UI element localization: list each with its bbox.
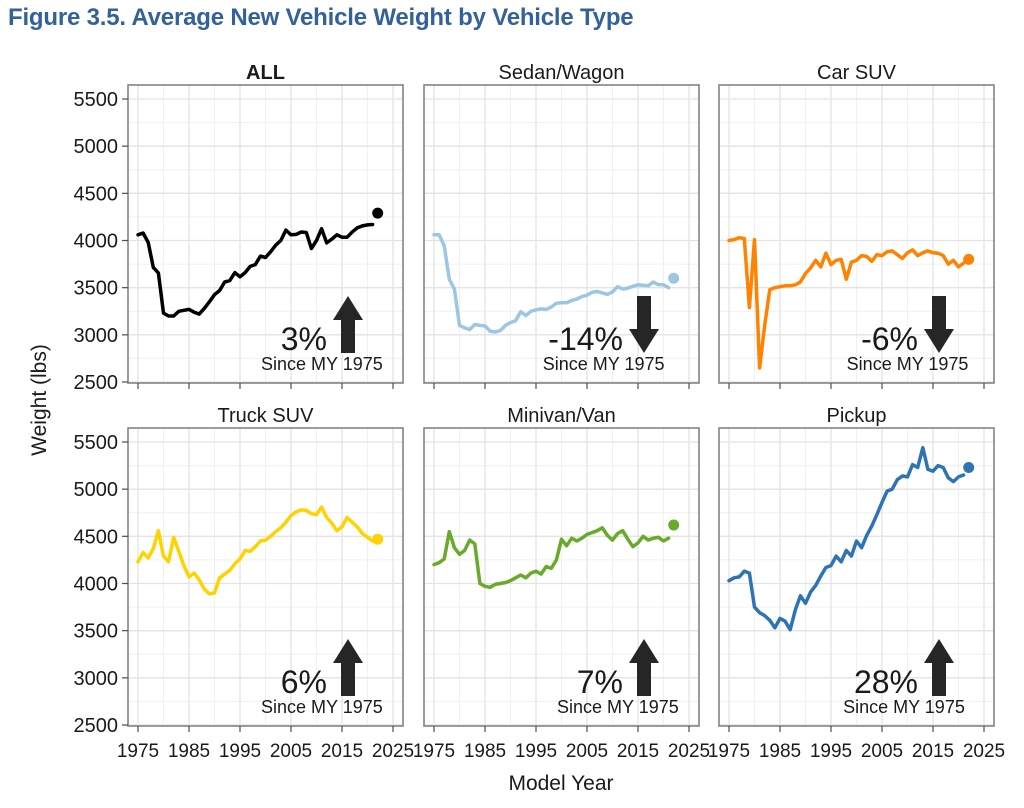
facet-panel: 5500 5000 4500 4000 3500 3000 2500 — [74, 84, 404, 394]
x-tick-label: 1975 — [413, 741, 455, 762]
x-tick-label: 1995 — [219, 741, 261, 762]
x-tick-label: 1995 — [810, 741, 852, 762]
facet-panel: 1975 1985 1995 2005 2015 2025 5500 5000 4500 4000… — [74, 427, 414, 762]
x-tick-label: 1985 — [168, 741, 210, 762]
arrow-up-icon — [333, 639, 363, 696]
x-tick-label: 1995 — [515, 741, 557, 762]
pct-change-label: 3% — [280, 321, 327, 357]
y-tick-label: 5500 — [74, 89, 119, 111]
x-tick-label: 1985 — [464, 741, 506, 762]
y-tick-label: 5000 — [74, 136, 119, 158]
final-year-dot — [668, 519, 680, 531]
facet-title: ALL — [246, 62, 285, 84]
x-tick-label: 2015 — [321, 741, 363, 762]
facet-panel — [718, 84, 995, 389]
panel-border — [718, 84, 995, 384]
x-tick-label: 2025 — [963, 741, 1005, 762]
facet-title: Pickup — [826, 405, 886, 427]
x-tick-label: 1985 — [759, 741, 801, 762]
y-tick-label: 2500 — [74, 715, 119, 737]
x-tick-label: 2025 — [372, 741, 414, 762]
y-tick-label: 4500 — [74, 183, 119, 205]
arrow-down-icon — [629, 296, 659, 353]
facet-title: Sedan/Wagon — [498, 62, 624, 84]
arrow-up-icon — [924, 639, 954, 696]
final-year-dot — [372, 533, 384, 545]
pct-change-label: -6% — [861, 321, 918, 357]
panel-border — [127, 427, 404, 727]
final-year-dot — [372, 207, 384, 219]
y-tick-label: 4500 — [74, 526, 119, 548]
since-my-label: Since MY 1975 — [261, 697, 383, 717]
y-tick-label: 2500 — [74, 372, 119, 394]
series-line — [136, 505, 375, 596]
facet-title: Car SUV — [817, 62, 897, 84]
series-line — [727, 235, 966, 370]
series-line — [432, 233, 671, 334]
y-tick-label: 5000 — [74, 479, 119, 501]
panel-border — [127, 84, 404, 384]
y-tick-label: 3000 — [74, 325, 119, 347]
since-my-label: Since MY 1975 — [542, 354, 665, 374]
facet-title: Minivan/Van — [507, 405, 616, 427]
x-tick-label: 1975 — [708, 741, 750, 762]
since-my-label: Since MY 1975 — [557, 697, 679, 717]
series-line — [432, 526, 671, 590]
x-tick-label: 2015 — [617, 741, 659, 762]
since-my-label: Since MY 1975 — [843, 697, 965, 717]
y-tick-label: 5500 — [74, 432, 119, 454]
y-tick-label: 4000 — [74, 231, 119, 253]
facet-panel: 1975 1985 1995 2005 2015 2025 — [708, 427, 1005, 762]
arrow-up-icon — [629, 639, 659, 696]
final-year-dot — [963, 253, 975, 265]
pct-change-label: 7% — [576, 664, 623, 700]
y-axis-title: Weight (lbs) — [28, 344, 51, 456]
final-year-dot — [963, 462, 975, 473]
x-axis-title: Model Year — [508, 772, 614, 795]
pct-change-label: 6% — [280, 664, 327, 700]
x-tick-label: 2005 — [566, 741, 608, 762]
figure-title: Figure 3.5. Average New Vehicle Weight b… — [8, 4, 634, 31]
pct-change-label: -14% — [548, 321, 623, 357]
y-tick-label: 3000 — [74, 668, 119, 690]
arrow-up-icon — [333, 296, 363, 353]
final-year-dot — [668, 272, 680, 284]
x-tick-label: 2015 — [912, 741, 954, 762]
arrow-down-icon — [924, 296, 954, 353]
pct-change-label: 28% — [853, 664, 918, 700]
x-tick-label: 1975 — [117, 741, 159, 762]
series-line — [727, 445, 966, 632]
x-tick-label: 2005 — [861, 741, 903, 762]
y-tick-label: 4000 — [74, 574, 119, 596]
facet-panel: 1975 1985 1995 2005 2015 2025 — [413, 427, 710, 762]
x-tick-label: 2005 — [270, 741, 312, 762]
panel-border — [718, 427, 995, 727]
facet-title: Truck SUV — [218, 405, 315, 427]
y-tick-label: 3500 — [74, 278, 119, 300]
series-line — [136, 222, 375, 318]
x-tick-label: 2025 — [668, 741, 710, 762]
since-my-label: Since MY 1975 — [846, 354, 969, 374]
since-my-label: Since MY 1975 — [261, 354, 383, 374]
y-tick-label: 3500 — [74, 621, 119, 643]
panel-border — [423, 84, 700, 384]
panel-border — [423, 427, 700, 727]
